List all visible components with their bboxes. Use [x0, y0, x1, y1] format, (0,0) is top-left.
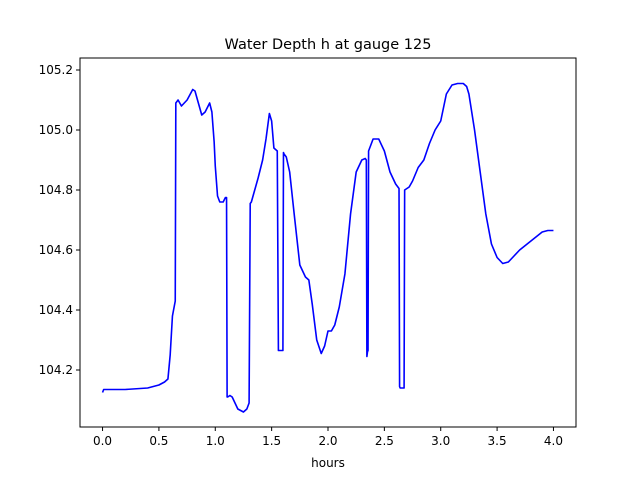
x-tick-label: 0.0	[93, 434, 112, 448]
x-axis-ticks: 0.0 0.5 1.0 1.5 2.0 2.5 3.0 3.5 4.0	[93, 427, 563, 448]
plot-frame	[79, 57, 577, 428]
chart-title: Water Depth h at gauge 125	[225, 37, 432, 53]
x-tick-label: 1.0	[206, 434, 225, 448]
y-tick-label: 104.4	[39, 303, 73, 317]
x-tick-label: 3.5	[488, 434, 507, 448]
y-axis-ticks: 104.2 104.4 104.6 104.8 105.0 105.2	[39, 63, 80, 377]
y-tick-label: 105.2	[39, 63, 73, 77]
y-tick-label: 104.2	[39, 363, 73, 377]
x-tick-label: 2.5	[375, 434, 394, 448]
x-tick-label: 0.5	[149, 434, 168, 448]
x-tick-label: 3.0	[431, 434, 450, 448]
x-tick-label: 4.0	[544, 434, 563, 448]
series-line	[101, 82, 554, 413]
y-tick-label: 105.0	[39, 123, 73, 137]
x-axis-label: hours	[311, 456, 345, 470]
y-tick-label: 104.8	[39, 183, 73, 197]
x-tick-label: 2.0	[318, 434, 337, 448]
y-tick-label: 104.6	[39, 243, 73, 257]
x-tick-label: 1.5	[262, 434, 281, 448]
plot-area	[101, 82, 554, 413]
